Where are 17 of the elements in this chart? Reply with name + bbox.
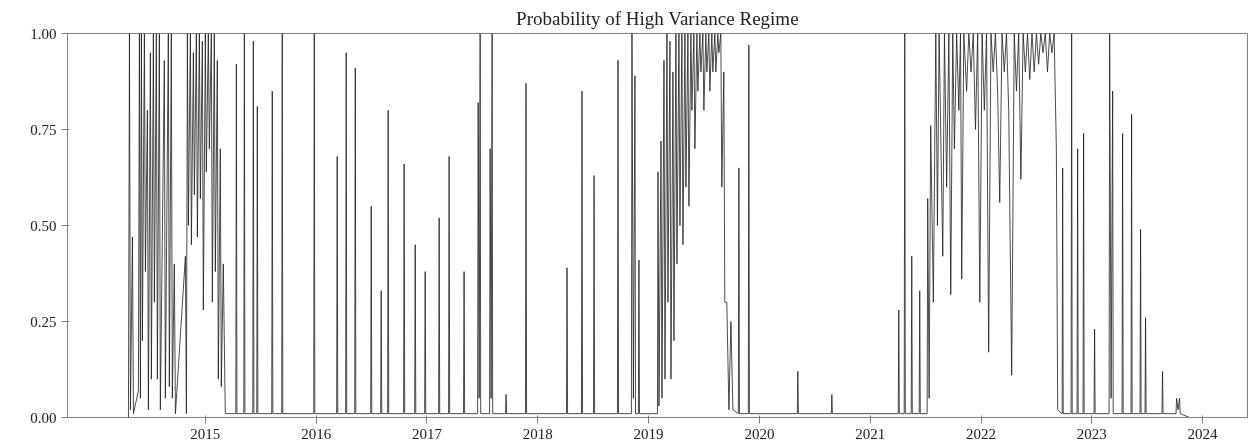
x-tick-label: 2023 xyxy=(1076,425,1107,441)
y-tick-label: 0.25 xyxy=(30,313,57,330)
y-tick-label: 1.00 xyxy=(30,25,57,42)
x-tick-label: 2022 xyxy=(966,425,997,441)
y-tick-label: 0.75 xyxy=(30,121,57,138)
chart-title: Probability of High Variance Regime xyxy=(516,7,799,29)
x-tick-label: 2018 xyxy=(522,425,553,441)
x-tick-label: 2015 xyxy=(190,425,221,441)
x-tick-label: 2024 xyxy=(1187,425,1219,441)
x-tick-label: 2019 xyxy=(633,425,664,441)
line-series xyxy=(128,33,1190,418)
x-tick-label: 2021 xyxy=(855,425,886,441)
x-tick-label: 2016 xyxy=(301,425,332,441)
y-tick-label: 0.50 xyxy=(30,217,57,234)
x-tick-label: 2017 xyxy=(411,425,443,441)
y-tick-label: 0.00 xyxy=(30,409,57,426)
x-tick-label: 2020 xyxy=(744,425,775,441)
